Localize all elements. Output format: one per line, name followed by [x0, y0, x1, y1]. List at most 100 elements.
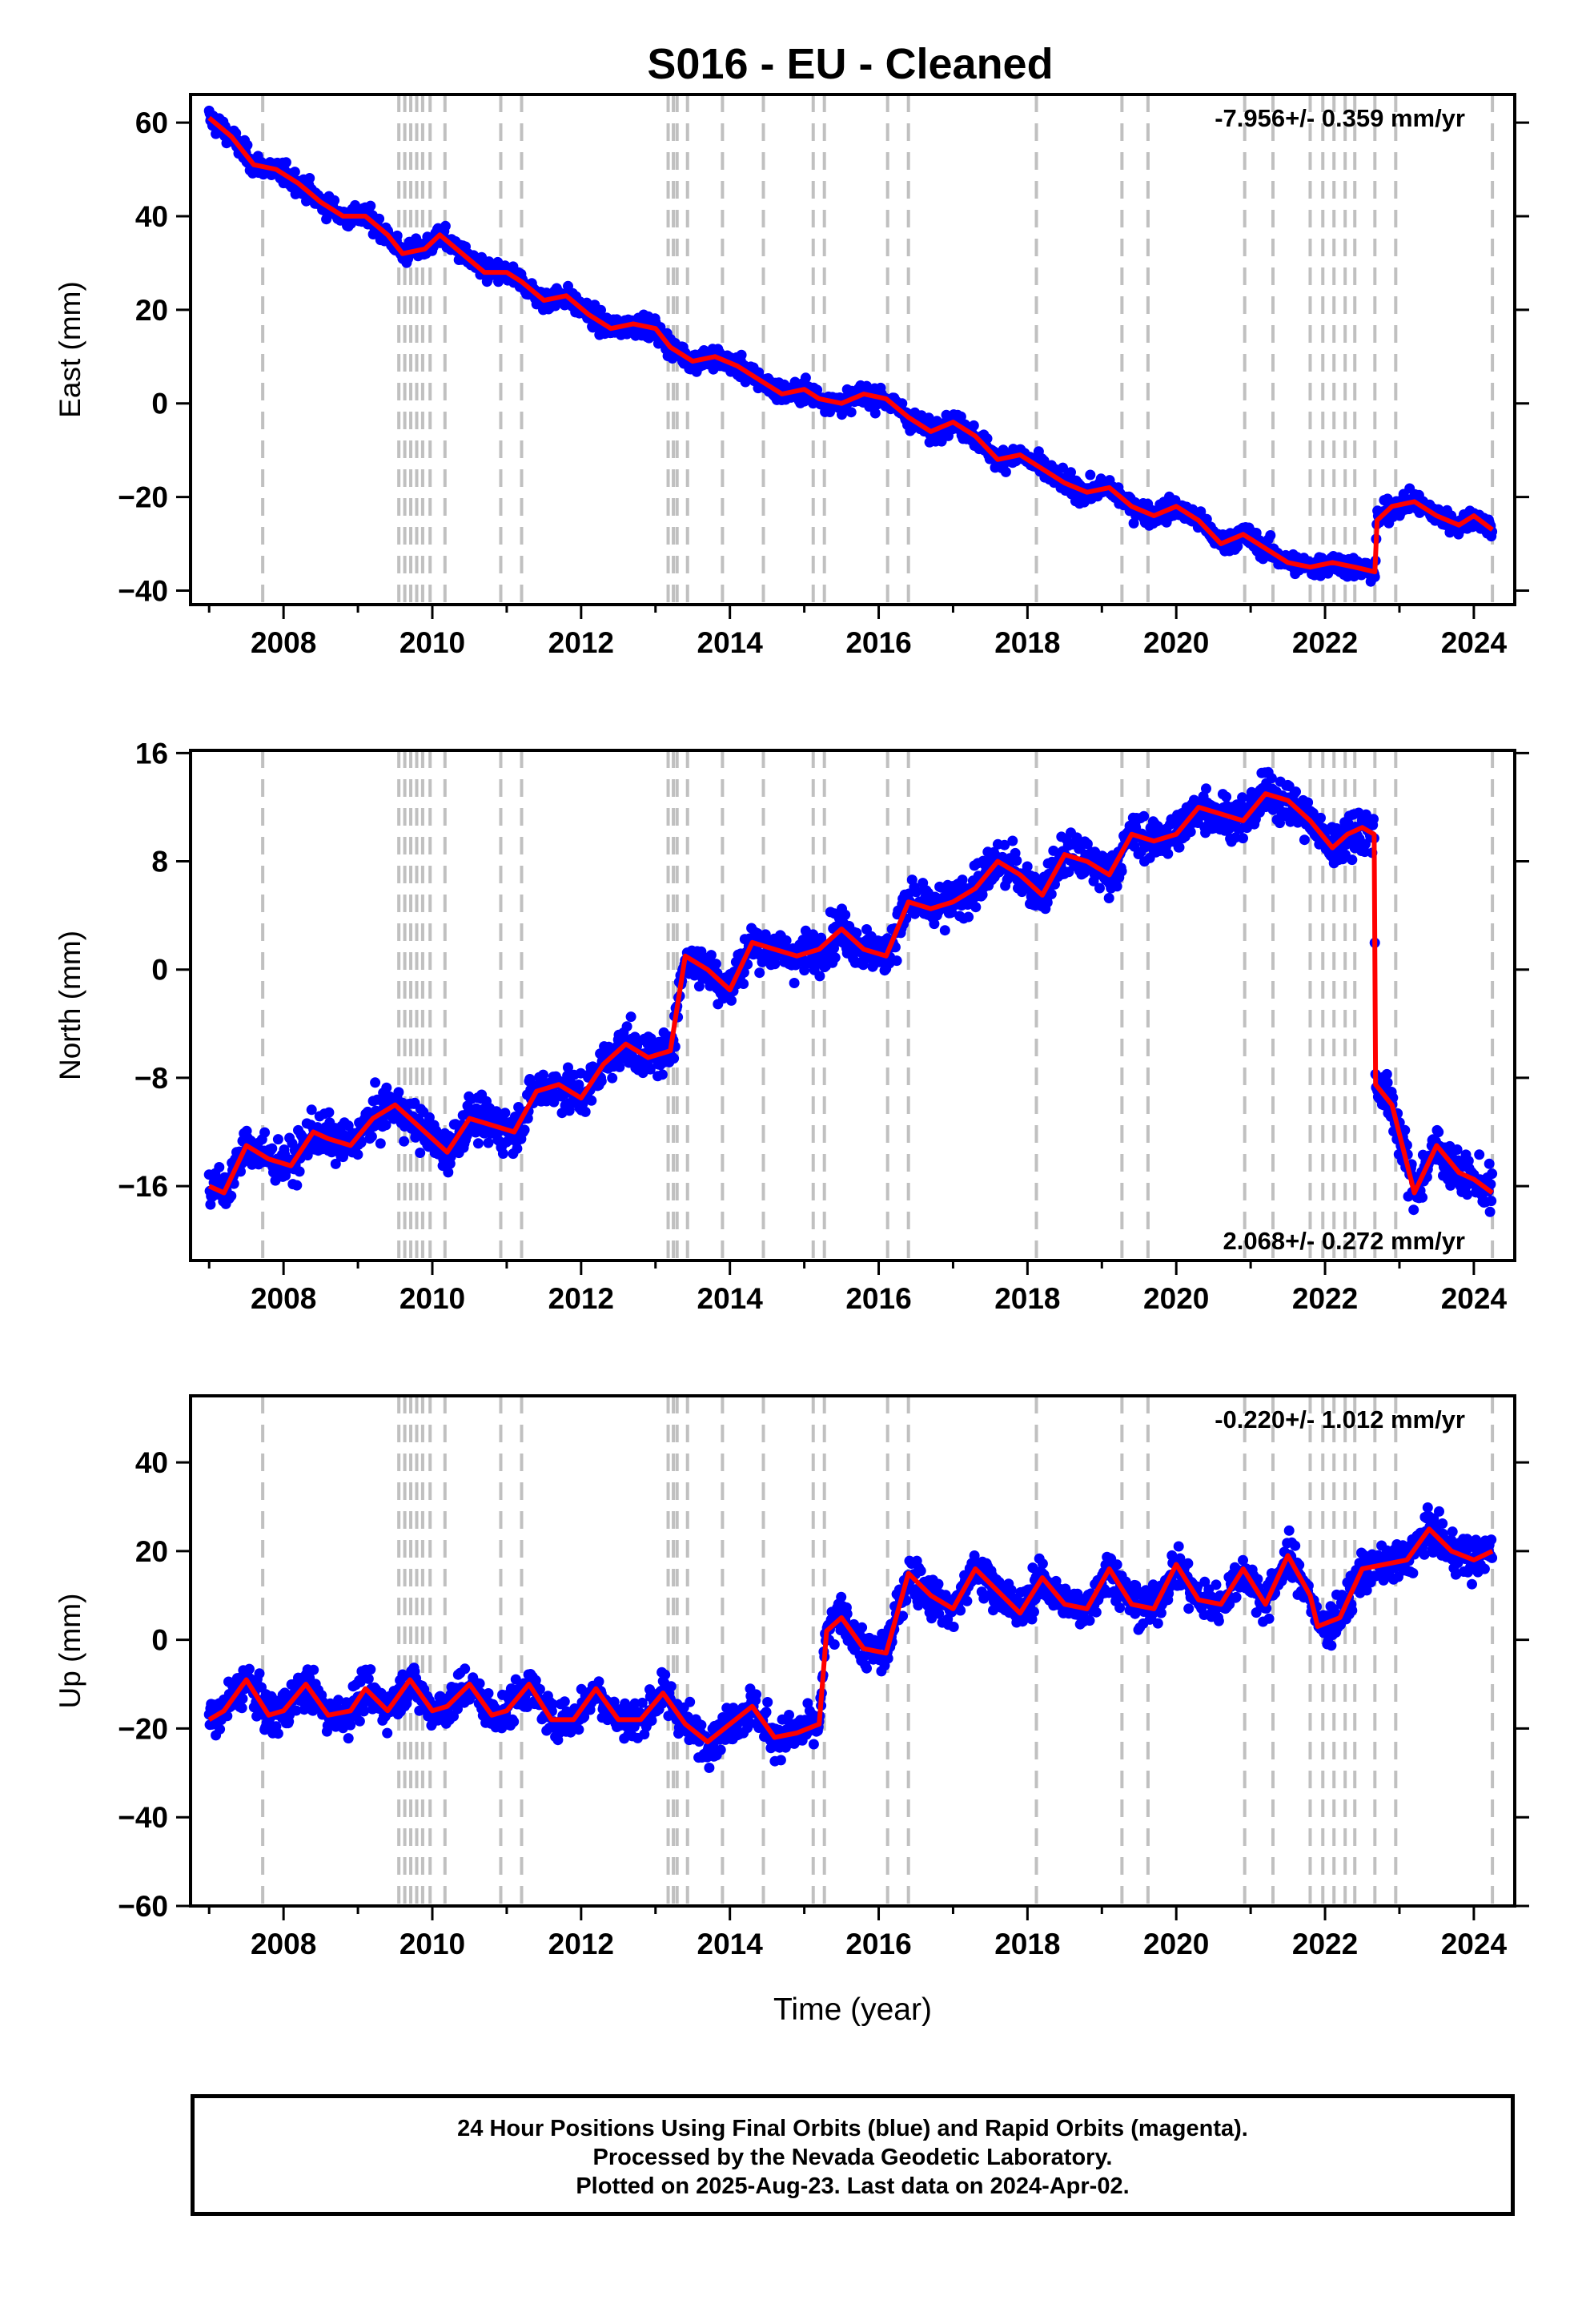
plot-frame	[189, 93, 1516, 606]
x-tick-label: 2020	[1143, 626, 1209, 659]
data-point	[1138, 810, 1150, 822]
data-point	[736, 349, 747, 360]
data-point	[1265, 530, 1276, 541]
data-point	[472, 1138, 484, 1149]
data-point	[1185, 826, 1196, 838]
data-point	[829, 1639, 840, 1650]
data-point	[375, 1138, 386, 1149]
rate-label: -7.956+/- 0.359 mm/yr	[1215, 104, 1465, 132]
data-point	[363, 1673, 374, 1684]
data-point	[343, 1733, 354, 1744]
data-point	[715, 1744, 726, 1755]
y-tick-label: 20	[135, 294, 168, 327]
data-point	[1238, 833, 1248, 844]
data-point	[789, 978, 800, 988]
chart-title: S016 - EU - Cleaned	[647, 40, 1053, 88]
x-tick-label: 2012	[548, 626, 614, 659]
data-point	[1452, 1144, 1463, 1155]
data-point	[519, 1124, 530, 1136]
data-point	[939, 925, 950, 936]
data-point	[352, 1149, 363, 1160]
data-point	[308, 1664, 319, 1675]
data-point	[705, 950, 717, 961]
data-point	[829, 952, 841, 963]
data-point	[1094, 883, 1105, 894]
data-point	[1103, 893, 1114, 903]
x-tick-label: 2018	[994, 626, 1060, 659]
data-point	[259, 1127, 271, 1138]
data-point	[836, 1591, 847, 1602]
data-point	[512, 1143, 523, 1154]
y-tick-label: 0	[151, 954, 168, 987]
x-tick-label: 2010	[400, 626, 465, 659]
x-tick-label: 2014	[697, 1282, 764, 1315]
data-point	[710, 959, 721, 970]
x-tick-label: 2022	[1292, 626, 1358, 659]
data-point	[237, 1693, 248, 1704]
data-point	[869, 408, 881, 419]
data-point	[968, 420, 979, 431]
rate-label: 2.068+/- 0.272 mm/yr	[1223, 1227, 1465, 1255]
data-point	[751, 1689, 761, 1700]
data-point	[354, 1715, 365, 1727]
data-point	[845, 407, 857, 418]
model-line	[207, 115, 1494, 575]
data-point	[1382, 1077, 1393, 1088]
data-point	[460, 1663, 471, 1675]
data-point	[1011, 855, 1022, 866]
x-tick-label: 2016	[845, 626, 911, 659]
data-point	[370, 1077, 381, 1088]
data-point	[840, 909, 851, 920]
y-tick-label: −8	[135, 1062, 168, 1095]
data-point	[754, 967, 765, 979]
data-point	[607, 1072, 618, 1084]
x-tick-label: 2014	[697, 626, 764, 659]
data-point	[381, 1082, 392, 1093]
data-point	[800, 372, 811, 384]
data-point	[226, 1190, 237, 1201]
data-point	[1162, 848, 1174, 859]
x-tick-label: 2020	[1143, 1282, 1209, 1315]
data-point	[1000, 466, 1011, 477]
data-point	[891, 955, 902, 967]
data-point	[272, 1728, 283, 1739]
data-point	[593, 1676, 604, 1687]
data-point	[443, 1167, 454, 1178]
data-point	[214, 1162, 225, 1172]
data-point	[1433, 1127, 1444, 1138]
data-point	[1299, 834, 1310, 846]
data-point	[291, 1180, 303, 1191]
data-point	[1201, 783, 1211, 794]
data-point	[236, 1703, 247, 1714]
data-point	[1408, 1204, 1419, 1216]
data-point	[1474, 1149, 1485, 1160]
data-point	[1174, 842, 1185, 853]
x-tick-label: 2022	[1292, 1282, 1358, 1315]
y-tick-label: −16	[118, 1170, 168, 1203]
data-point	[272, 1134, 283, 1145]
data-point	[440, 220, 451, 231]
data-point	[1487, 1168, 1498, 1180]
data-point	[596, 304, 606, 316]
data-point	[399, 1136, 410, 1147]
data-point	[280, 157, 291, 168]
model-line	[207, 791, 1494, 1196]
y-tick-label: 40	[135, 200, 168, 233]
x-tick-label: 2024	[1441, 1282, 1508, 1315]
data-point	[382, 1727, 393, 1739]
data-point	[306, 1104, 317, 1116]
data-point	[573, 1724, 584, 1735]
data-point	[329, 195, 340, 206]
x-tick-label: 2018	[994, 1282, 1060, 1315]
data-point	[366, 1131, 377, 1142]
data-point	[1484, 1206, 1496, 1217]
x-tick-label: 2008	[251, 1282, 316, 1315]
data-point	[289, 167, 300, 178]
y-tick-label: −20	[118, 481, 168, 514]
panel-2: 2008 2010 2012 2014 2016 2018 2020 2022 20241680…	[54, 737, 1529, 1315]
y-tick-label: 16	[135, 737, 168, 770]
data-point	[586, 1095, 597, 1106]
data-point	[738, 979, 749, 989]
data-point	[374, 213, 385, 224]
